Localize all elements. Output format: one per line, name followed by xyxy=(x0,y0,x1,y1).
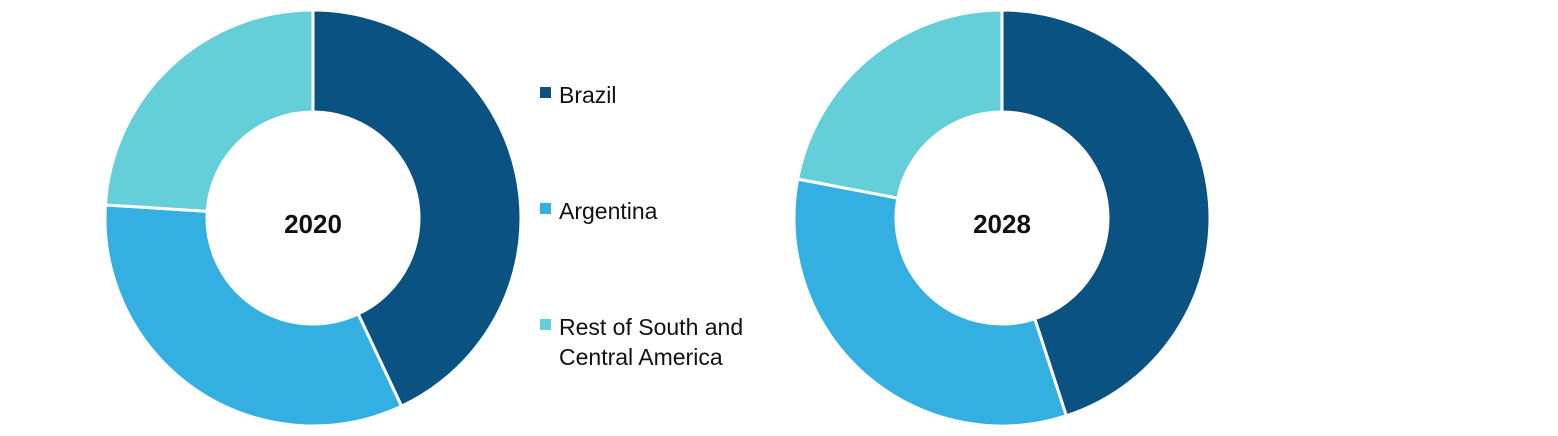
donut-slice-2028-brazil xyxy=(1000,8,1212,418)
donut-slice-2020-brazil xyxy=(311,8,523,409)
donut-slice-2020-argentina xyxy=(103,203,404,428)
donut-slice-2028-argentina xyxy=(792,177,1069,428)
legend-item-argentina: Argentina xyxy=(540,196,779,226)
legend-item-brazil: Brazil xyxy=(540,80,779,110)
donut-slice-2028-rest-of-south-and-central-america xyxy=(795,8,1004,200)
legend-label-brazil: Brazil xyxy=(559,82,617,108)
donut-chart-2028: 2028 xyxy=(792,8,1212,428)
legend-item-rest-of-south-and-central-america: Rest of South and Central America xyxy=(540,312,779,372)
legend-label-argentina: Argentina xyxy=(559,198,658,224)
donut-chart-2020: 2020 xyxy=(103,8,523,428)
legend-swatch-rest-of-south-and-central-america xyxy=(540,319,551,330)
donut-center-label-2028: 2028 xyxy=(973,209,1031,239)
legend-swatch-argentina xyxy=(540,203,551,214)
donut-slice-2020-rest-of-south-and-central-america xyxy=(103,8,315,213)
legend-swatch-brazil xyxy=(540,87,551,98)
legend-label-rest-of-south-and-central-america: Rest of South and Central America xyxy=(559,314,744,370)
donut-center-label-2020: 2020 xyxy=(284,209,342,239)
